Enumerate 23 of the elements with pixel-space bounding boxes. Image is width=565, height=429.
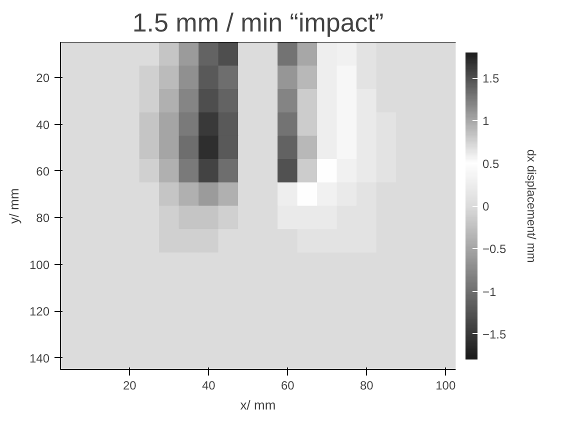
y-tick-label: 120	[29, 304, 50, 319]
color-bar-label: −1.5	[482, 327, 507, 342]
color-bar-label: 1.5	[482, 72, 500, 86]
x-tick-label: 100	[436, 378, 456, 392]
x-tick-label: 20	[122, 378, 137, 392]
y-tick-label: 100	[29, 258, 50, 272]
color-bar-label: −0.5	[482, 242, 507, 256]
y-axis-title: y/ mm	[6, 188, 22, 224]
x-tick-label: 80	[360, 378, 374, 392]
color-bar-label: 0.5	[482, 156, 500, 171]
y-tick-label: 60	[36, 164, 50, 178]
chart-title: 1.5 mm / min “impact”	[132, 8, 384, 38]
color-bar-label: −1	[482, 284, 497, 299]
color-bar-label: 1	[482, 114, 490, 128]
y-tick-label: 140	[29, 351, 50, 366]
color-bar-title: dx displacement/ mm	[524, 149, 538, 263]
y-tick-label: 80	[36, 211, 50, 226]
color-bar-label: 0	[482, 200, 490, 214]
y-tick-label: 40	[36, 118, 50, 132]
y-tick-label: 20	[36, 71, 50, 86]
x-axis-title: x/ mm	[240, 398, 276, 412]
x-tick-label: 60	[280, 378, 295, 392]
x-tick-label: 40	[202, 378, 216, 392]
